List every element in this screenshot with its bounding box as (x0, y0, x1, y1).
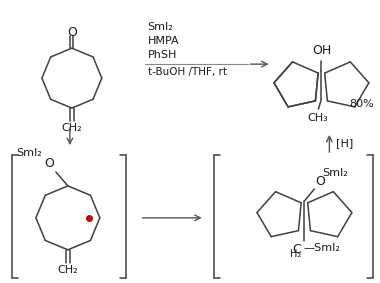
Text: O: O (44, 157, 54, 170)
Text: [H]: [H] (336, 138, 354, 148)
Text: t-BuOH /THF, rt: t-BuOH /THF, rt (148, 67, 227, 77)
Text: SmI₂: SmI₂ (322, 168, 348, 178)
Text: O: O (315, 175, 325, 188)
Text: CH₃: CH₃ (307, 113, 328, 123)
Text: C: C (293, 243, 301, 256)
Text: OH: OH (312, 44, 331, 57)
Text: CH₂: CH₂ (62, 123, 82, 133)
Text: CH₂: CH₂ (57, 265, 78, 275)
Text: SmI₂: SmI₂ (148, 22, 174, 32)
Text: SmI₂: SmI₂ (16, 148, 42, 158)
Text: PhSH: PhSH (148, 50, 177, 60)
Text: 80%: 80% (349, 99, 374, 109)
Text: HMPA: HMPA (148, 36, 179, 46)
Text: H₂: H₂ (290, 249, 301, 259)
Text: —SmI₂: —SmI₂ (304, 243, 340, 253)
Text: O: O (67, 26, 77, 39)
